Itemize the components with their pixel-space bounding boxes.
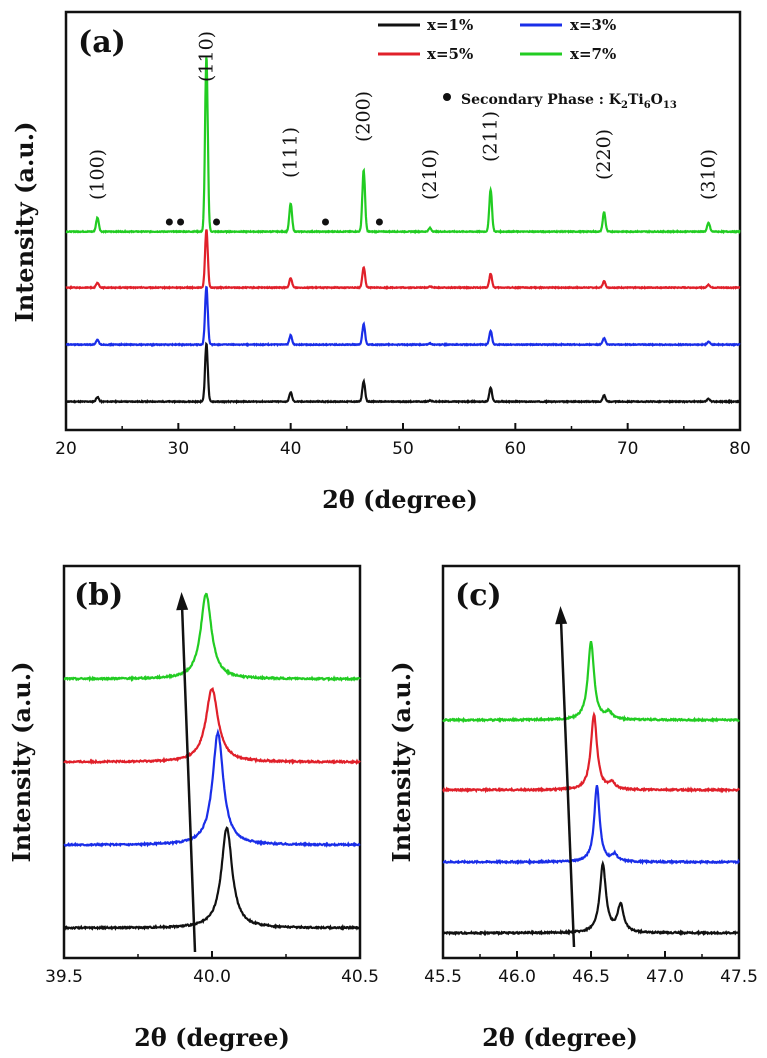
panel-b-x-label: 2θ (degree) (134, 1023, 290, 1052)
b-series-x=7% (63, 592, 361, 683)
peak-label: (111) (280, 127, 302, 178)
legend-label-2: x=3% (570, 16, 616, 34)
panel-a-peak-labels: (100) (110) (111) (200) (210) (211) (220) (310) (86, 31, 719, 200)
panel-c-letter: (c) (455, 578, 502, 613)
peak-label: (310) (698, 149, 720, 200)
panel-b-arrow-head (176, 592, 189, 611)
panel-a-x-ticks: 20 30 40 50 60 70 80 (55, 423, 751, 459)
secondary-phase-dot (165, 218, 173, 226)
panel-b-shift-arrow (180, 604, 197, 953)
panel-c-y-label: Intensity (a.u.) (387, 662, 416, 863)
panel-a-series-x=3% (65, 285, 741, 348)
peak-label: (200) (353, 91, 375, 142)
panel-c-x-ticks: 45.5 46.0 46.5 47.0 47.5 (424, 951, 758, 987)
legend-label-3: x=5% (427, 45, 473, 63)
peak-label: (220) (593, 129, 615, 180)
panel-c-tick-label: 46.0 (498, 967, 536, 987)
c-series-x=7% (442, 640, 740, 724)
secondary-phase-dot (213, 218, 221, 226)
secondary-phase-dot (375, 218, 383, 226)
panel-b-series (63, 592, 361, 931)
panel-a-tick-label: 30 (168, 439, 190, 459)
panel-b-letter: (b) (74, 578, 123, 613)
peak-label: (100) (86, 149, 108, 200)
panel-a-series-x=5% (65, 229, 741, 291)
panel-c-tick-label: 45.5 (424, 967, 462, 987)
b-series-x=1% (63, 826, 361, 931)
panel-a-letter: (a) (78, 25, 126, 60)
panel-a-secondary-phase-markers (165, 218, 383, 226)
panel-a-series-x=1% (65, 341, 741, 405)
panel-c-tick-label: 47.5 (720, 967, 758, 987)
panel-c-arrow-head (555, 606, 568, 625)
legend-label-4: x=7% (570, 45, 616, 63)
panel-c-tick-label: 47.0 (646, 967, 684, 987)
panel-a-x-label: 2θ (degree) (322, 485, 478, 514)
secondary-phase-bullet (443, 93, 451, 101)
panel-b-tick-label: 40.5 (341, 967, 379, 987)
panel-a-series-x=7% (65, 57, 741, 235)
c-series-x=1% (442, 860, 740, 937)
b-series-x=3% (63, 728, 361, 848)
peak-label: (211) (480, 111, 502, 162)
panel-a-tick-label: 50 (392, 439, 414, 459)
c-series-x=3% (442, 785, 741, 866)
panel-a-tick-label: 20 (55, 439, 77, 459)
peak-label: (210) (419, 149, 441, 200)
c-series-x=5% (442, 711, 740, 794)
panel-a: (100) (110) (111) (200) (210) (211) (220) (310)… (10, 10, 751, 514)
panel-c-frame (441, 564, 741, 960)
panel-b-x-ticks: 39.5 40.0 40.5 (45, 951, 379, 987)
secondary-phase-dot (321, 218, 329, 226)
panel-a-tick-label: 80 (729, 439, 751, 459)
b-series-x=5% (63, 686, 361, 765)
panel-a-y-label: Intensity (a.u.) (10, 122, 39, 323)
secondary-phase-dot (177, 218, 185, 226)
panel-c: 45.5 46.0 46.5 47.0 47.5 (c) Intensity (a.u.… (387, 564, 758, 1052)
panel-b-tick-label: 40.0 (193, 967, 231, 987)
panel-a-series (65, 57, 741, 405)
panel-c-series (442, 640, 741, 937)
panel-b: 39.5 40.0 40.5 (b) Intensity (a.u.) 2θ (de… (7, 564, 379, 1052)
panel-b-y-label: Intensity (a.u.) (7, 662, 36, 863)
panel-a-tick-label: 70 (617, 439, 639, 459)
panel-c-shift-arrow (559, 619, 576, 948)
panel-b-tick-label: 39.5 (45, 967, 83, 987)
secondary-phase-label: Secondary Phase : K2Ti6O13 (461, 92, 677, 111)
legend-label-1: x=1% (427, 16, 473, 34)
legend: x=1% x=3% x=5% x=7% (378, 16, 616, 63)
panel-c-x-label: 2θ (degree) (482, 1023, 638, 1052)
panel-a-tick-label: 40 (280, 439, 302, 459)
peak-label: (110) (195, 31, 217, 82)
panel-c-tick-label: 46.5 (572, 967, 610, 987)
panel-a-tick-label: 60 (505, 439, 527, 459)
